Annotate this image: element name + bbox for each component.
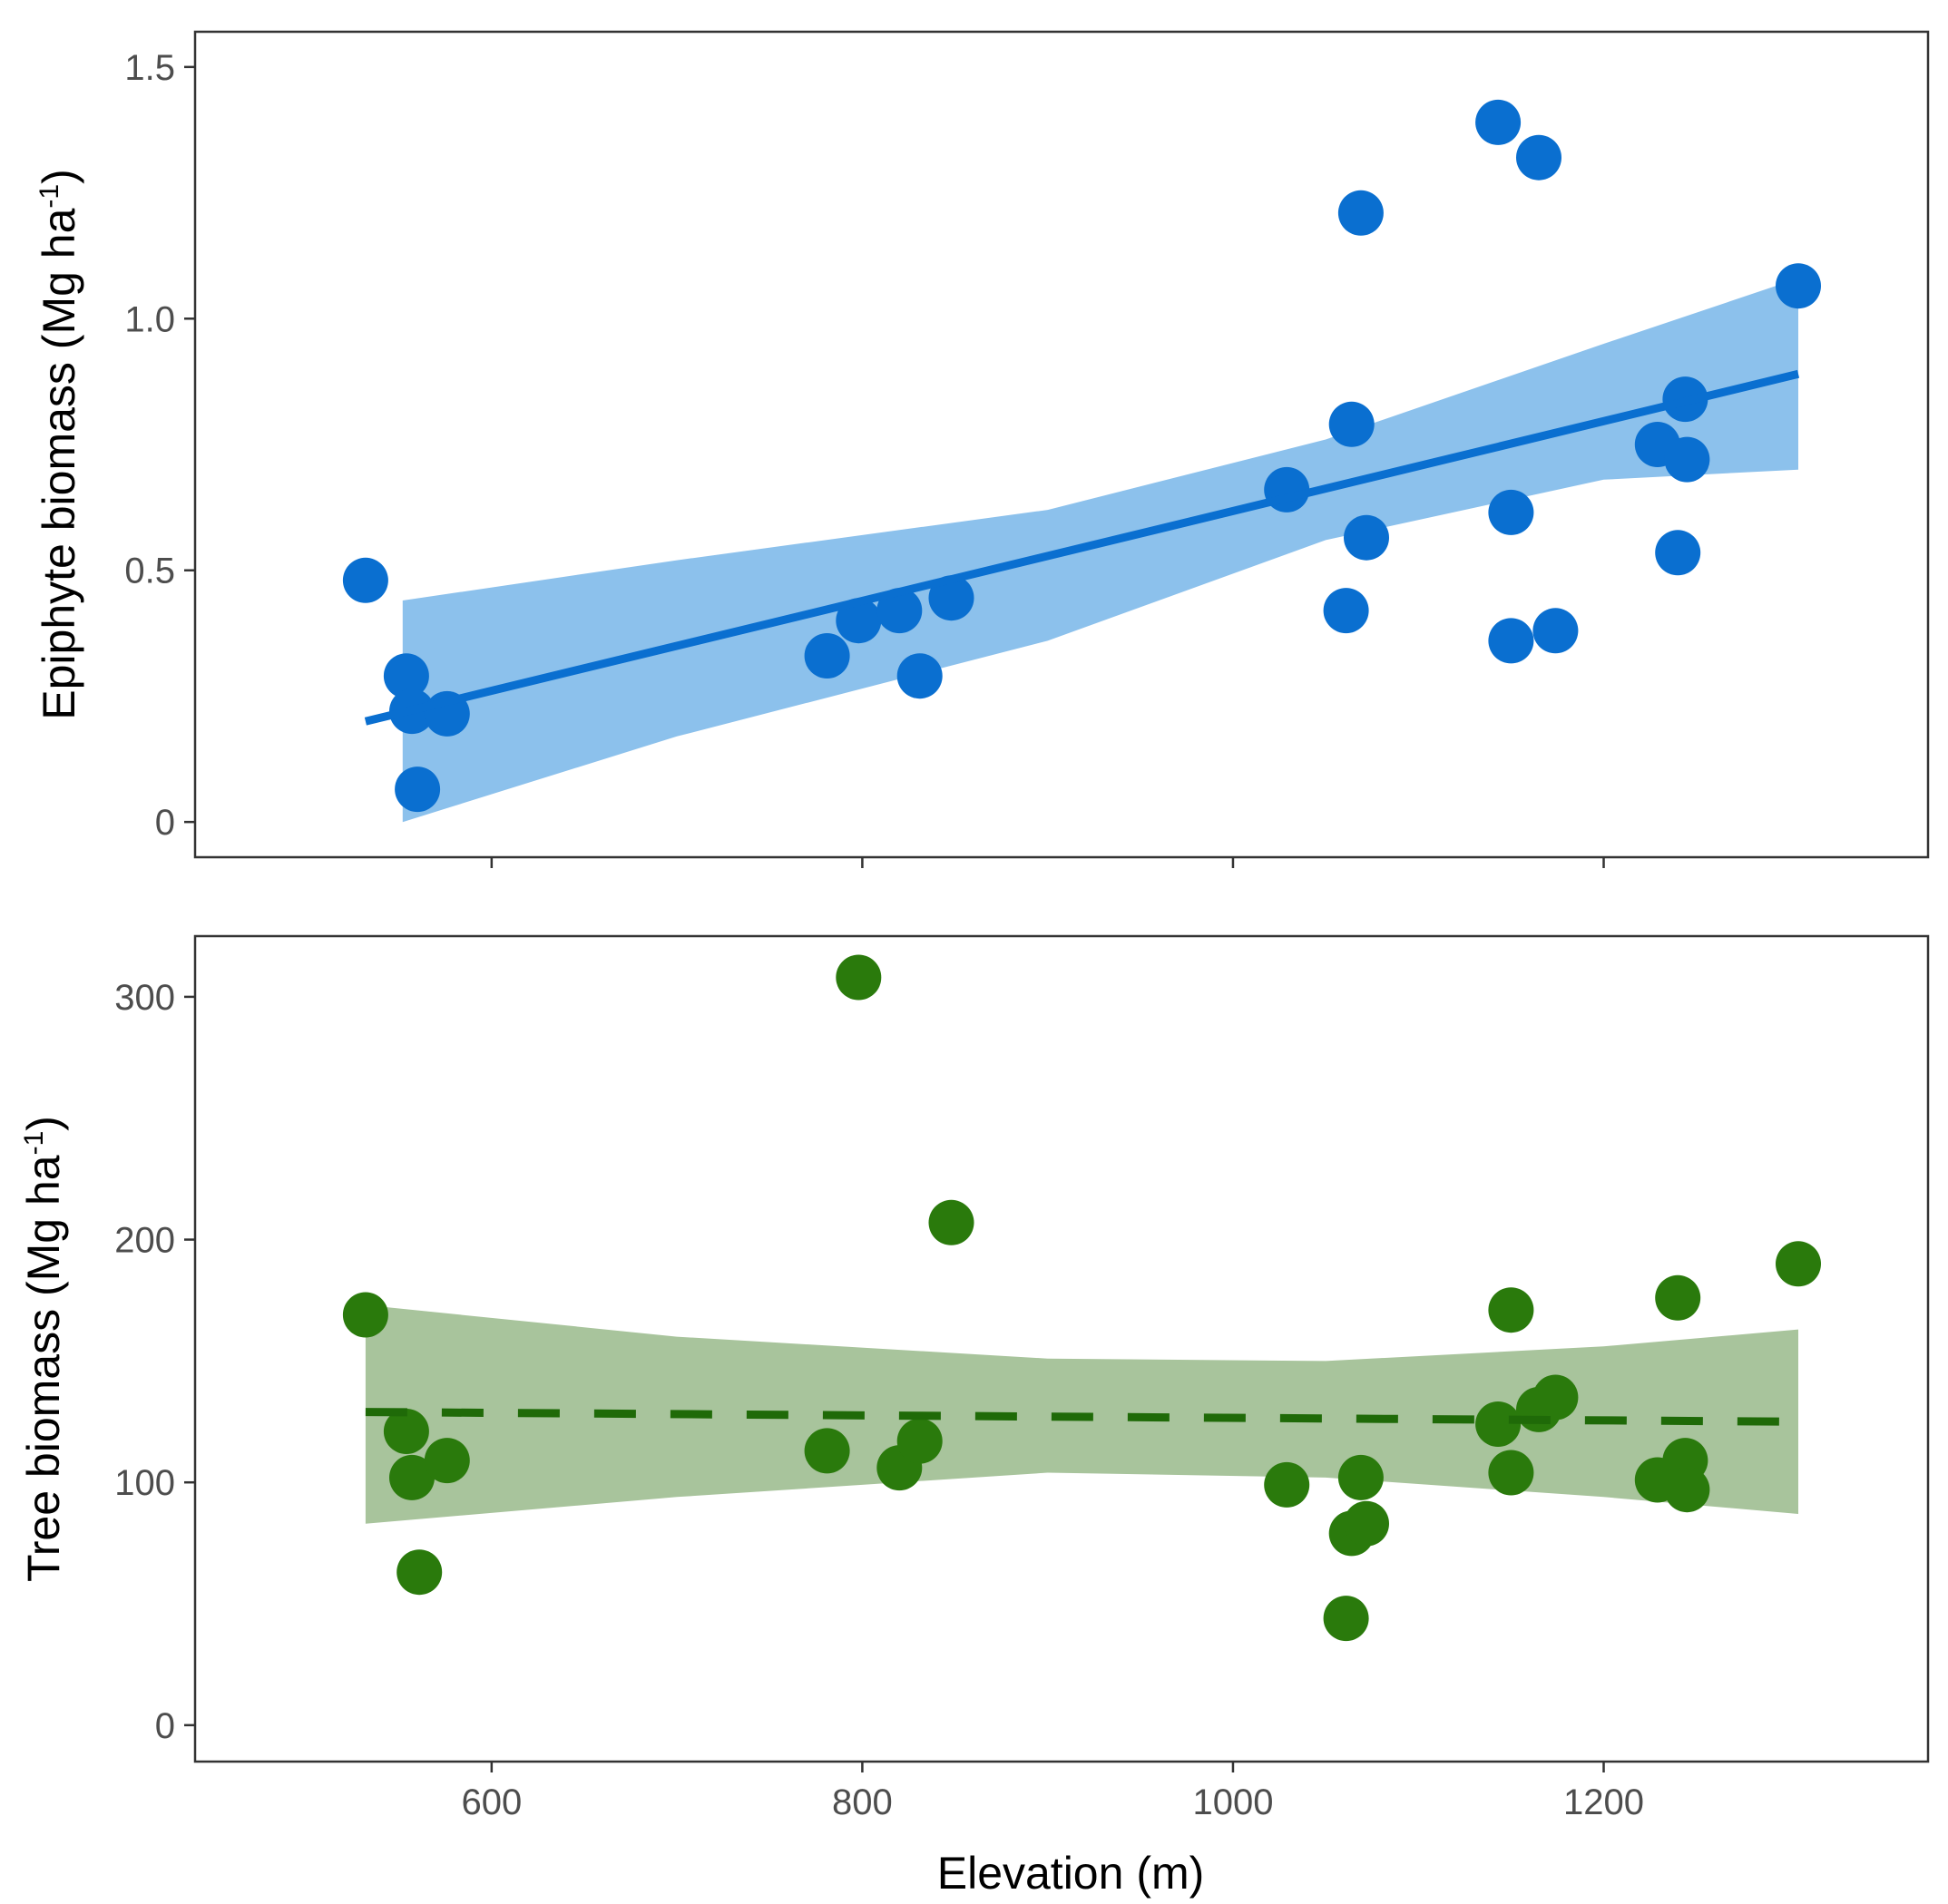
regression-line xyxy=(365,1408,1799,1426)
y-axis-title-end: ) xyxy=(34,169,84,184)
data-point xyxy=(1328,401,1375,447)
y-tick-label: 1.0 xyxy=(124,299,175,339)
data-point xyxy=(383,1409,429,1454)
data-point xyxy=(342,557,388,603)
data-point xyxy=(389,1454,435,1500)
data-point xyxy=(1323,588,1369,634)
data-point xyxy=(1664,1467,1710,1513)
data-point xyxy=(1488,489,1534,535)
y-tick-label: 1.5 xyxy=(124,48,175,88)
y-axis-title-text: Tree biomass (Mg ha xyxy=(18,1155,69,1582)
data-point xyxy=(395,766,441,813)
data-point xyxy=(1475,1401,1522,1447)
x-tick-label: 600 xyxy=(461,1782,522,1822)
y-tick-label: 0.5 xyxy=(124,552,175,591)
data-point xyxy=(1344,514,1389,561)
y-tick-label: 0 xyxy=(155,1706,175,1746)
data-point xyxy=(1664,436,1710,483)
data-point xyxy=(928,575,974,621)
y-axis-title: Epiphyte biomass (Mg ha-1) xyxy=(34,169,84,720)
panel-border xyxy=(193,30,1930,859)
panel-bottom: 0 100 200 300 600 800 1000 1200 Tree biomass (Mg… xyxy=(18,934,1930,1899)
data-point xyxy=(804,633,850,679)
data-point xyxy=(1532,608,1579,654)
data-point xyxy=(1337,190,1384,236)
x-axis-title: Elevation (m) xyxy=(937,1848,1205,1899)
data-point xyxy=(342,1292,388,1338)
x-tick-label: 1200 xyxy=(1563,1782,1644,1822)
y-axis-title-text: Epiphyte biomass (Mg ha xyxy=(34,208,84,719)
data-point xyxy=(1264,1461,1310,1508)
data-point xyxy=(1776,263,1821,309)
data-point xyxy=(396,1549,443,1596)
data-point xyxy=(896,1418,943,1464)
data-point xyxy=(804,1428,850,1474)
data-point xyxy=(1337,1454,1384,1500)
data-point xyxy=(1655,1274,1701,1321)
data-point xyxy=(836,954,882,1001)
y-tick-label: 300 xyxy=(114,978,175,1018)
data-point xyxy=(876,588,923,634)
data-point xyxy=(1344,1500,1389,1547)
regression-line xyxy=(364,369,1800,726)
data-point xyxy=(1655,530,1701,576)
x-tick-label: 800 xyxy=(832,1782,893,1822)
data-point xyxy=(1488,1287,1534,1333)
data-point xyxy=(383,653,429,699)
data-point xyxy=(1488,618,1534,664)
data-point xyxy=(836,598,882,644)
panel-top: 0 0.5 1.0 1.5 Epiphyte biomass (Mg ha-1) xyxy=(34,30,1930,868)
data-point xyxy=(1323,1596,1369,1642)
confidence-band xyxy=(402,278,1798,823)
x-tick-label: 1000 xyxy=(1192,1782,1273,1822)
y-axis-title: Tree biomass (Mg ha-1) xyxy=(18,1116,69,1582)
data-point xyxy=(424,1438,470,1484)
data-point xyxy=(896,653,943,699)
data-point xyxy=(1776,1241,1821,1287)
data-point xyxy=(1475,99,1522,145)
data-point xyxy=(1516,134,1561,181)
y-tick-label: 0 xyxy=(155,803,175,843)
y-axis-title-sup: -1 xyxy=(34,184,64,209)
data-point xyxy=(1488,1450,1534,1496)
y-tick-label: 100 xyxy=(114,1463,175,1503)
y-tick-label: 200 xyxy=(114,1221,175,1261)
data-point xyxy=(1532,1374,1579,1421)
y-axis-title-end: ) xyxy=(18,1116,69,1131)
data-point xyxy=(928,1199,974,1245)
panel-border xyxy=(193,934,1930,1763)
y-axis-title-sup: -1 xyxy=(19,1131,49,1156)
